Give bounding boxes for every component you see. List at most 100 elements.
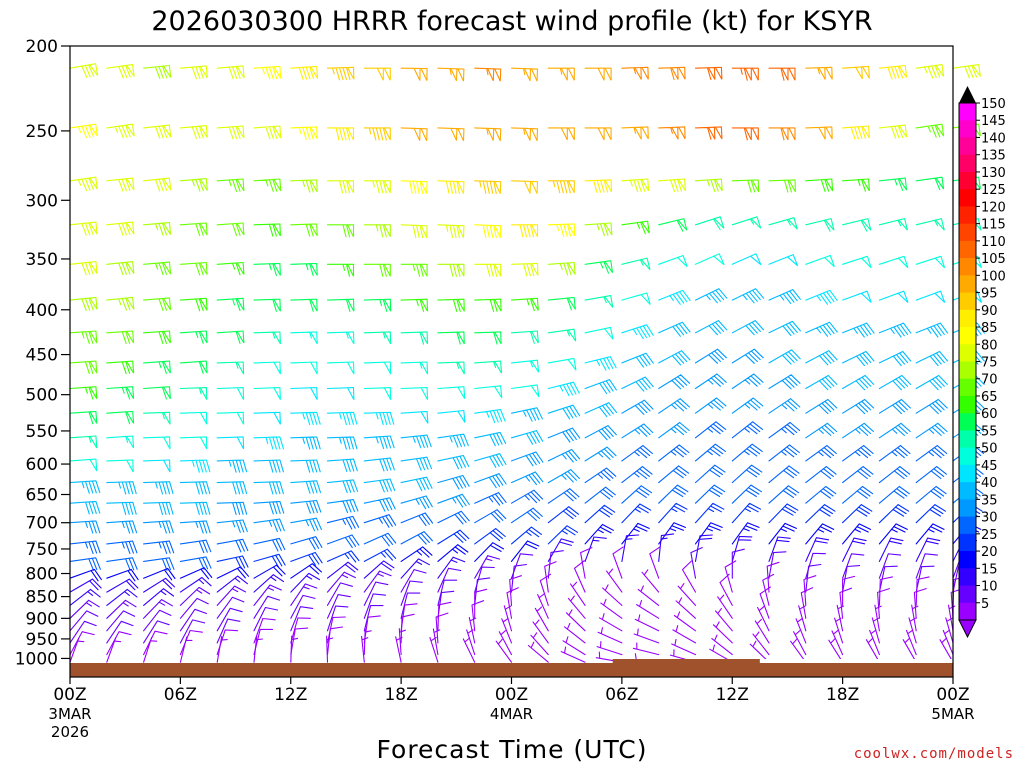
wind-barb xyxy=(805,398,838,415)
wind-barb xyxy=(547,488,580,504)
colorbar-label: 115 xyxy=(981,218,1006,233)
wind-barb xyxy=(762,573,775,606)
wind-barb xyxy=(805,563,822,593)
wind-barb xyxy=(363,457,395,472)
wind-barb xyxy=(731,522,760,545)
wind-barb xyxy=(768,374,801,390)
wind-barb xyxy=(768,503,799,524)
wind-barb xyxy=(326,331,355,345)
wind-barb xyxy=(216,618,241,644)
wind-barb xyxy=(915,255,946,269)
wind-barb xyxy=(179,436,208,450)
wind-barb xyxy=(363,628,372,656)
colorbar-swatch xyxy=(959,464,976,483)
wind-barb xyxy=(952,64,981,79)
wind-barb xyxy=(878,466,911,484)
wind-barb xyxy=(836,604,845,632)
wind-barb xyxy=(326,127,355,141)
wind-barb xyxy=(675,597,697,619)
wind-barb xyxy=(606,568,623,593)
wind-barb xyxy=(495,638,513,663)
wind-barb xyxy=(143,588,175,606)
wind-barb xyxy=(547,427,581,443)
wind-barb xyxy=(474,67,502,82)
wind-barb xyxy=(326,515,360,530)
wind-barb xyxy=(290,635,299,663)
wind-barb xyxy=(510,180,539,194)
wind-barb xyxy=(547,469,580,484)
wind-barb xyxy=(474,555,501,579)
wind-barb xyxy=(400,361,429,375)
wind-barb xyxy=(694,253,725,266)
wind-barb xyxy=(106,410,135,425)
wind-barb xyxy=(547,550,564,579)
colorbar-swatch xyxy=(959,551,976,569)
wind-barb xyxy=(106,501,137,516)
wind-barb xyxy=(143,620,170,644)
y-tick-label: 850 xyxy=(26,588,58,608)
wind-barb xyxy=(878,445,911,462)
wind-barb xyxy=(510,330,539,344)
wind-barb xyxy=(510,127,539,142)
wind-barb xyxy=(842,218,872,232)
wind-barb xyxy=(537,593,549,619)
wind-barb xyxy=(179,520,211,534)
colorbar-swatch xyxy=(959,103,976,121)
wind-barb xyxy=(805,289,838,305)
colorbar-label: 140 xyxy=(981,131,1006,146)
wind-barb xyxy=(437,180,465,195)
wind-barb xyxy=(474,298,502,313)
x-date-label: 2026 xyxy=(51,723,89,741)
wind-barb xyxy=(621,445,653,462)
wind-barb xyxy=(143,557,175,571)
wind-barb xyxy=(658,289,691,305)
wind-barb xyxy=(805,485,837,504)
wind-barb xyxy=(621,257,651,271)
y-tick-label: 350 xyxy=(26,250,58,270)
wind-barb xyxy=(547,127,575,141)
wind-barb xyxy=(731,443,763,462)
colorbar: 1501451401351301251201151101051009590858… xyxy=(958,86,1006,639)
wind-barb xyxy=(106,221,135,236)
wind-barb xyxy=(326,499,359,514)
barb-row-425 xyxy=(69,320,985,345)
wind-barb xyxy=(143,459,171,473)
wind-barb xyxy=(768,465,800,484)
wind-barb xyxy=(106,64,135,79)
colorbar-label: 100 xyxy=(981,269,1006,284)
wind-barb xyxy=(143,567,176,581)
wind-barb xyxy=(363,263,391,277)
wind-barb xyxy=(939,637,954,663)
wind-barb xyxy=(106,599,137,619)
wind-barb xyxy=(915,123,945,138)
wind-barb xyxy=(584,523,614,545)
wind-barb xyxy=(400,298,429,312)
wind-barb xyxy=(179,387,208,400)
wind-barb xyxy=(69,540,101,555)
wind-barb xyxy=(547,296,576,311)
wind-barb xyxy=(437,298,465,313)
wind-barb xyxy=(842,290,872,303)
wind-barb xyxy=(179,459,211,473)
wind-barb xyxy=(768,536,791,562)
wind-barb xyxy=(805,350,838,366)
barb-row-930 xyxy=(69,600,956,632)
wind-barb xyxy=(326,594,351,619)
wind-barb xyxy=(326,436,358,450)
wind-barb xyxy=(326,411,358,426)
wind-barb xyxy=(432,628,441,656)
wind-barb xyxy=(690,547,703,579)
wind-barb xyxy=(842,422,874,439)
wind-barb xyxy=(290,606,314,632)
colorbar-swatch xyxy=(959,568,976,587)
barb-row-560 xyxy=(69,421,985,450)
wind-barb xyxy=(842,374,875,391)
wind-barb xyxy=(253,574,285,593)
wind-barb xyxy=(878,350,912,367)
wind-barb xyxy=(143,609,172,632)
wind-barb xyxy=(143,411,171,425)
wind-barb xyxy=(621,66,649,80)
wind-barb xyxy=(69,620,97,644)
wind-barb xyxy=(658,522,686,545)
